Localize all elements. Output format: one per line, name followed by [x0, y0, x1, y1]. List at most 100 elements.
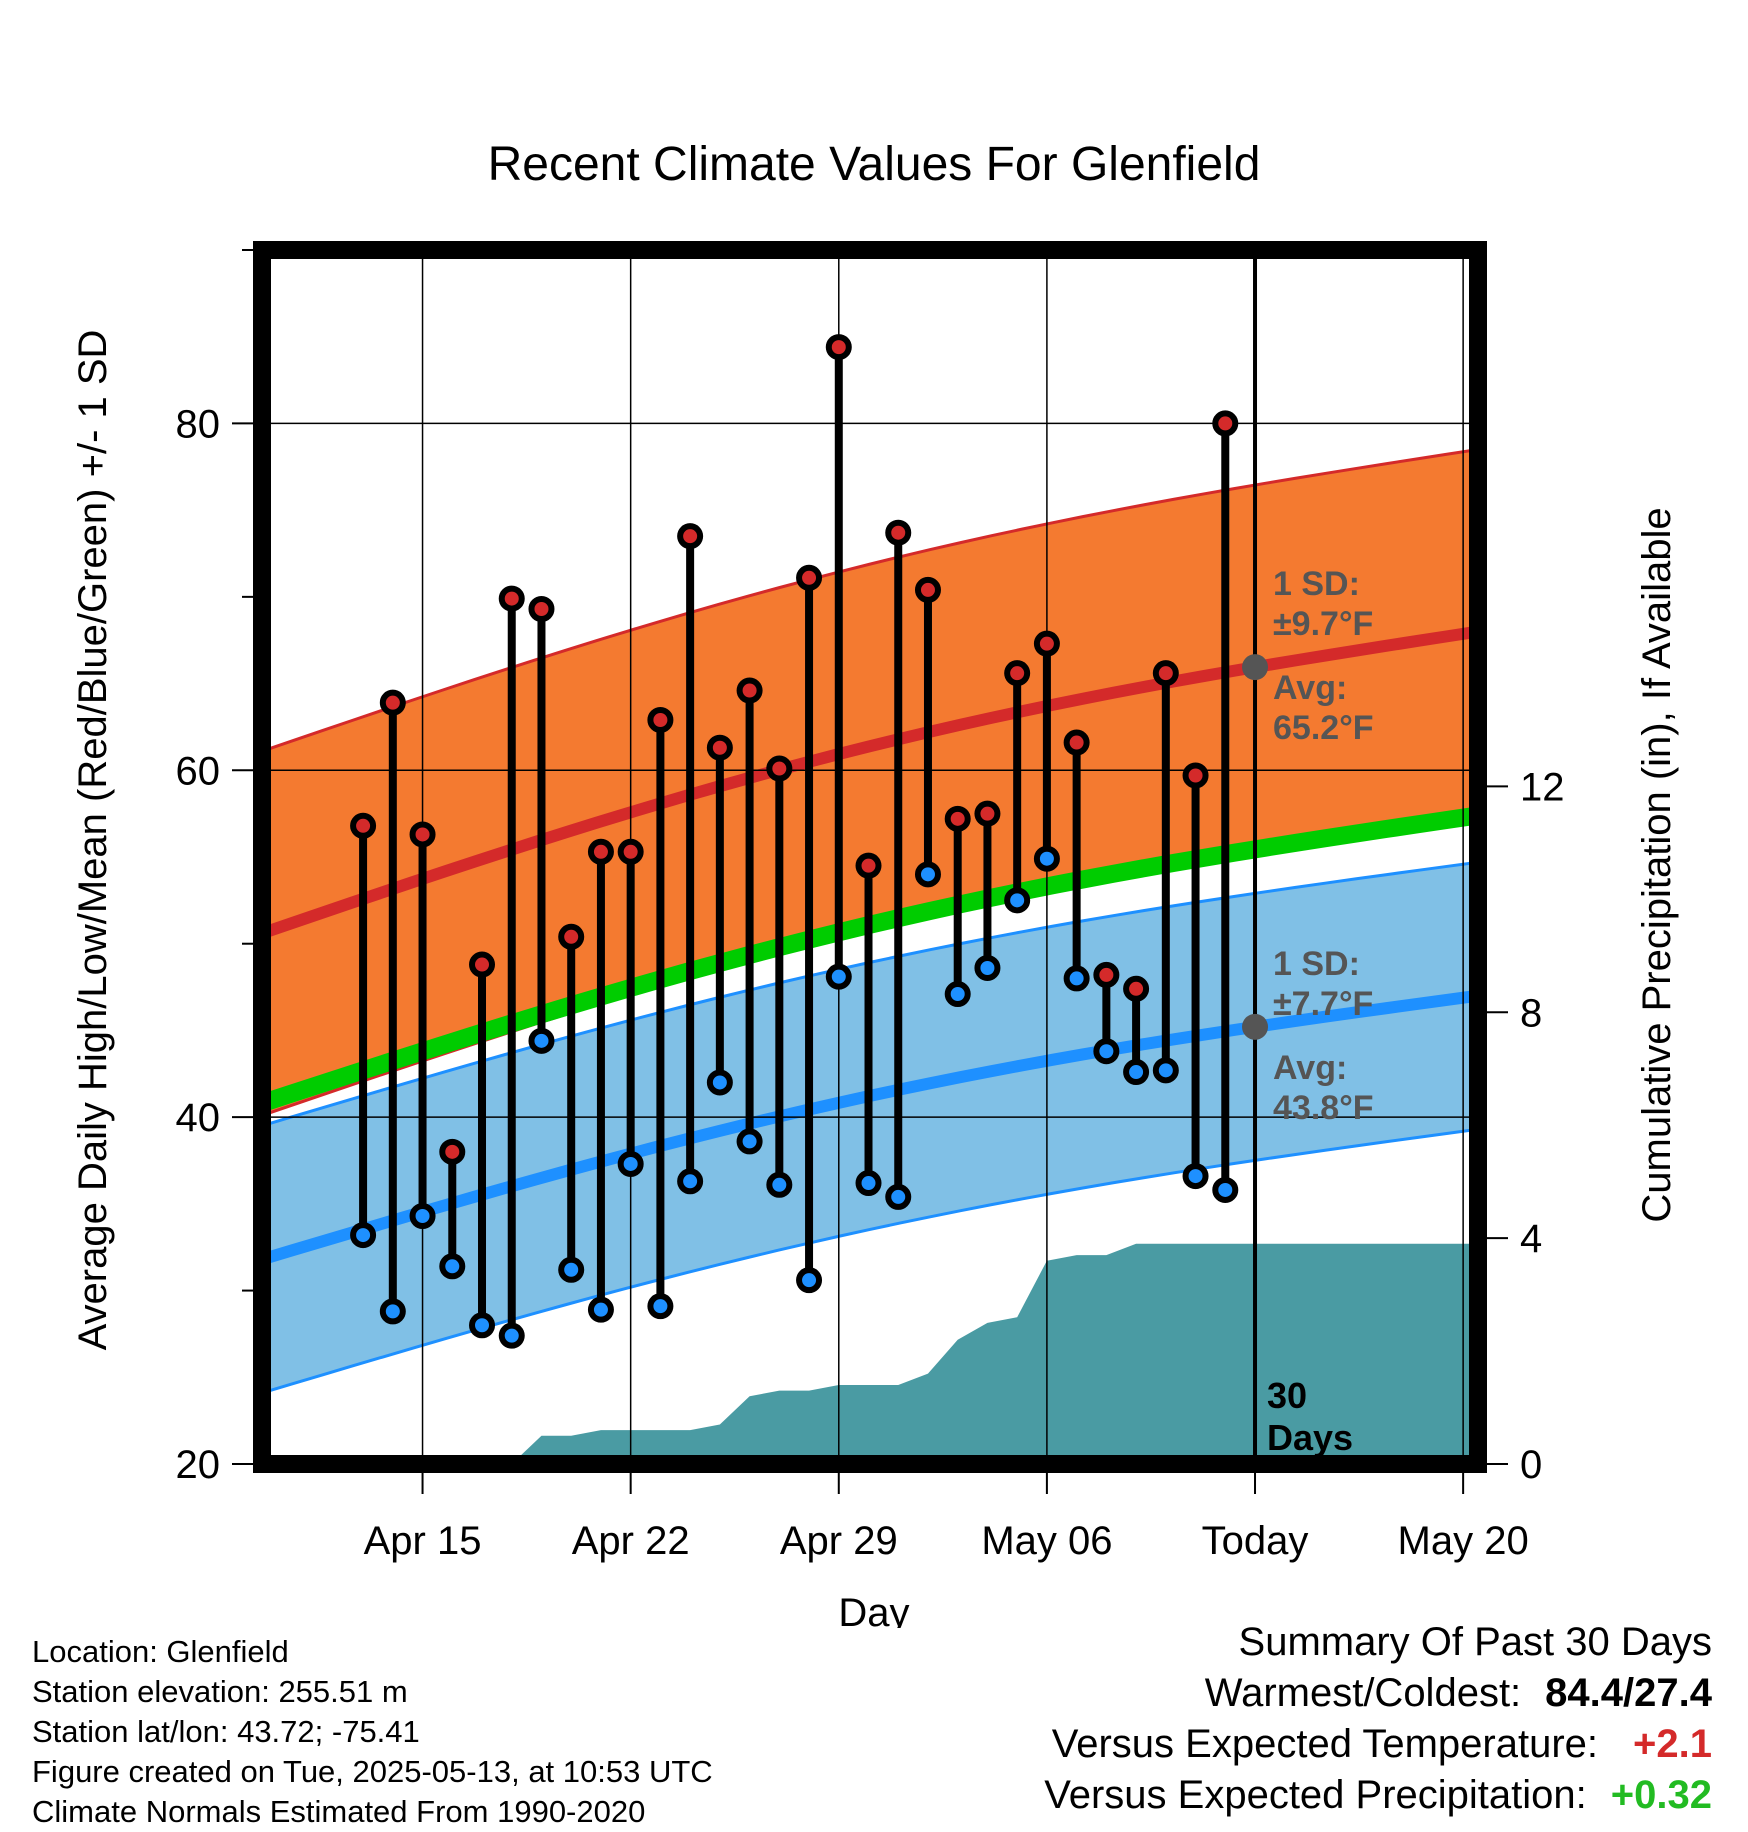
- high-point: [706, 734, 733, 761]
- y-tick-label: 60: [176, 749, 221, 793]
- precip-row: Versus Expected Precipitation: +0.32: [1044, 1770, 1712, 1821]
- low-point: [379, 1298, 406, 1325]
- low-point: [1212, 1176, 1239, 1203]
- high-normal-line: [262, 625, 1478, 939]
- precip-area: [262, 1243, 1478, 1464]
- elevation-text: Station elevation: 255.51 m: [32, 1674, 408, 1709]
- low-annotation-1: ±7.7°F: [1273, 985, 1373, 1023]
- low-point: [796, 1267, 823, 1294]
- temp-label: Versus Expected Temperature:: [1051, 1722, 1598, 1766]
- low-point: [1004, 887, 1031, 914]
- x-axis-label: Day: [838, 1591, 909, 1628]
- low-annotation-0: 1 SD:: [1273, 945, 1360, 983]
- y2-axis-label: Cumulative Precipitation (in), If Availa…: [1635, 507, 1679, 1222]
- summary-heading: Summary Of Past 30 Days: [1238, 1620, 1712, 1664]
- high-point: [1004, 660, 1031, 687]
- y2-tick-label: 8: [1520, 991, 1542, 1035]
- high-point: [528, 595, 555, 622]
- y-axis-label: Average Daily High/Low/Mean (Red/Blue/Gr…: [71, 330, 115, 1351]
- low-point: [825, 963, 852, 990]
- low-annotation-2: Avg:: [1273, 1049, 1347, 1087]
- high-point: [736, 677, 763, 704]
- temp-row: Versus Expected Temperature: +2.1: [1044, 1719, 1712, 1770]
- high-point: [647, 706, 674, 733]
- low-point: [1152, 1057, 1179, 1084]
- low-avg-marker: [1242, 1013, 1269, 1040]
- warm-cold-value: 84.4/27.4: [1545, 1671, 1712, 1715]
- high-point: [587, 838, 614, 865]
- low-point: [409, 1202, 436, 1229]
- high-point: [677, 523, 704, 550]
- low-point: [617, 1150, 644, 1177]
- plot-frame: [253, 241, 1487, 1473]
- low-point: [1033, 845, 1060, 872]
- low-point: [587, 1296, 614, 1323]
- high-annotation-3: 65.2°F: [1273, 709, 1374, 747]
- y-tick-label: 80: [176, 402, 221, 446]
- low-point: [498, 1322, 525, 1349]
- low-point: [914, 861, 941, 888]
- high-point: [885, 519, 912, 546]
- x-tick-label: Apr 15: [364, 1519, 482, 1563]
- location-text: Location: Glenfield: [32, 1634, 289, 1669]
- high-point: [825, 334, 852, 361]
- high-avg-marker: [1242, 654, 1269, 681]
- chart-title: Recent Climate Values For Glenfield: [488, 138, 1261, 191]
- high-point: [439, 1138, 466, 1165]
- precip-value: +0.32: [1610, 1773, 1712, 1817]
- low-point: [1063, 965, 1090, 992]
- low-point: [706, 1069, 733, 1096]
- high-point: [855, 852, 882, 879]
- high-point: [617, 838, 644, 865]
- temp-value: +2.1: [1633, 1722, 1712, 1766]
- high-point: [914, 576, 941, 603]
- low-point: [647, 1293, 674, 1320]
- high-point: [1212, 410, 1239, 437]
- climate-chart: Recent Climate Values For Glenfield Apr …: [71, 138, 1679, 1628]
- low-point: [944, 981, 971, 1008]
- latlon-text: Station lat/lon: 43.72; -75.41: [32, 1714, 420, 1749]
- high-point: [1063, 729, 1090, 756]
- low-point: [974, 954, 1001, 981]
- days-label: 30: [1267, 1375, 1307, 1416]
- warm-cold-label: Warmest/Coldest:: [1204, 1671, 1522, 1715]
- high-point: [766, 755, 793, 782]
- high-annotation-0: 1 SD:: [1273, 565, 1360, 603]
- low-point: [677, 1168, 704, 1195]
- low-annotation-3: 43.8°F: [1273, 1089, 1374, 1127]
- high-point: [1033, 630, 1060, 657]
- low-point: [736, 1128, 763, 1155]
- high-point: [1093, 961, 1120, 988]
- high-sd-band: [262, 449, 1478, 1116]
- high-band-upper-edge: [262, 447, 1478, 753]
- high-annotation-1: ±9.7°F: [1273, 605, 1373, 643]
- high-point: [558, 923, 585, 950]
- station-metadata: Location: Glenfield Station elevation: 2…: [32, 1632, 713, 1832]
- high-point: [350, 812, 377, 839]
- low-point: [439, 1253, 466, 1280]
- high-point: [469, 951, 496, 978]
- low-point: [558, 1256, 585, 1283]
- created-text: Figure created on Tue, 2025-05-13, at 10…: [32, 1754, 713, 1789]
- x-tick-label: Apr 29: [780, 1519, 898, 1563]
- high-point: [1152, 660, 1179, 687]
- y-tick-label: 40: [176, 1096, 221, 1140]
- low-band-lower-edge: [262, 1127, 1478, 1395]
- high-annotation-2: Avg:: [1273, 669, 1347, 707]
- y2-tick-label: 4: [1520, 1217, 1542, 1261]
- high-point: [944, 805, 971, 832]
- low-point: [469, 1312, 496, 1339]
- low-point: [885, 1183, 912, 1210]
- high-point: [1123, 975, 1150, 1002]
- x-tick-label: May 20: [1398, 1519, 1529, 1563]
- x-tick-label: May 06: [981, 1519, 1112, 1563]
- y2-tick-label: 12: [1520, 765, 1565, 809]
- days-label: Days: [1267, 1417, 1353, 1458]
- warm-cold-row: Warmest/Coldest: 84.4/27.4: [1044, 1668, 1712, 1719]
- low-point: [350, 1222, 377, 1249]
- high-point: [409, 821, 436, 848]
- y2-tick-label: 0: [1520, 1443, 1542, 1487]
- high-point: [796, 564, 823, 591]
- x-tick-label: Today: [1202, 1519, 1309, 1563]
- normals-text: Climate Normals Estimated From 1990-2020: [32, 1794, 646, 1829]
